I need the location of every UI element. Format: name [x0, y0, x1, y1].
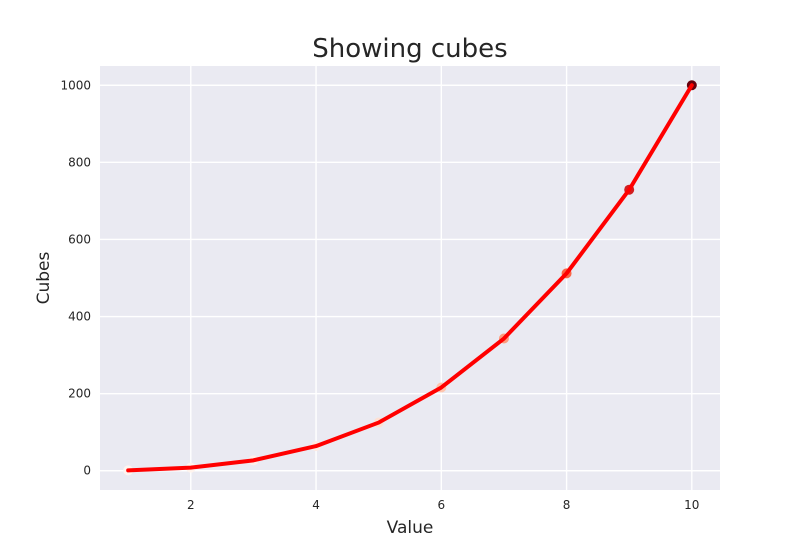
x-tick-label: 8 [563, 498, 571, 512]
y-tick-label: 1000 [60, 78, 91, 92]
y-tick-label: 400 [68, 310, 91, 324]
chart-title: Showing cubes [312, 34, 507, 64]
grid-lines [100, 66, 720, 490]
x-tick-label: 6 [437, 498, 445, 512]
x-tick-labels: 2 4 6 8 10 [187, 498, 699, 512]
y-axis-label: Cubes [34, 251, 54, 304]
y-tick-label: 800 [68, 155, 91, 169]
x-tick-label: 10 [684, 498, 699, 512]
plot-area [100, 66, 720, 490]
x-axis-label: Value [387, 518, 434, 538]
y-tick-label: 200 [68, 387, 91, 401]
x-tick-label: 4 [312, 498, 320, 512]
y-tick-label: 600 [68, 232, 91, 246]
y-tick-label: 0 [83, 464, 91, 478]
series-line [126, 83, 694, 473]
series-lines [126, 83, 694, 473]
y-tick-labels: 0 200 400 600 800 1000 [60, 78, 91, 477]
x-tick-label: 2 [187, 498, 195, 512]
